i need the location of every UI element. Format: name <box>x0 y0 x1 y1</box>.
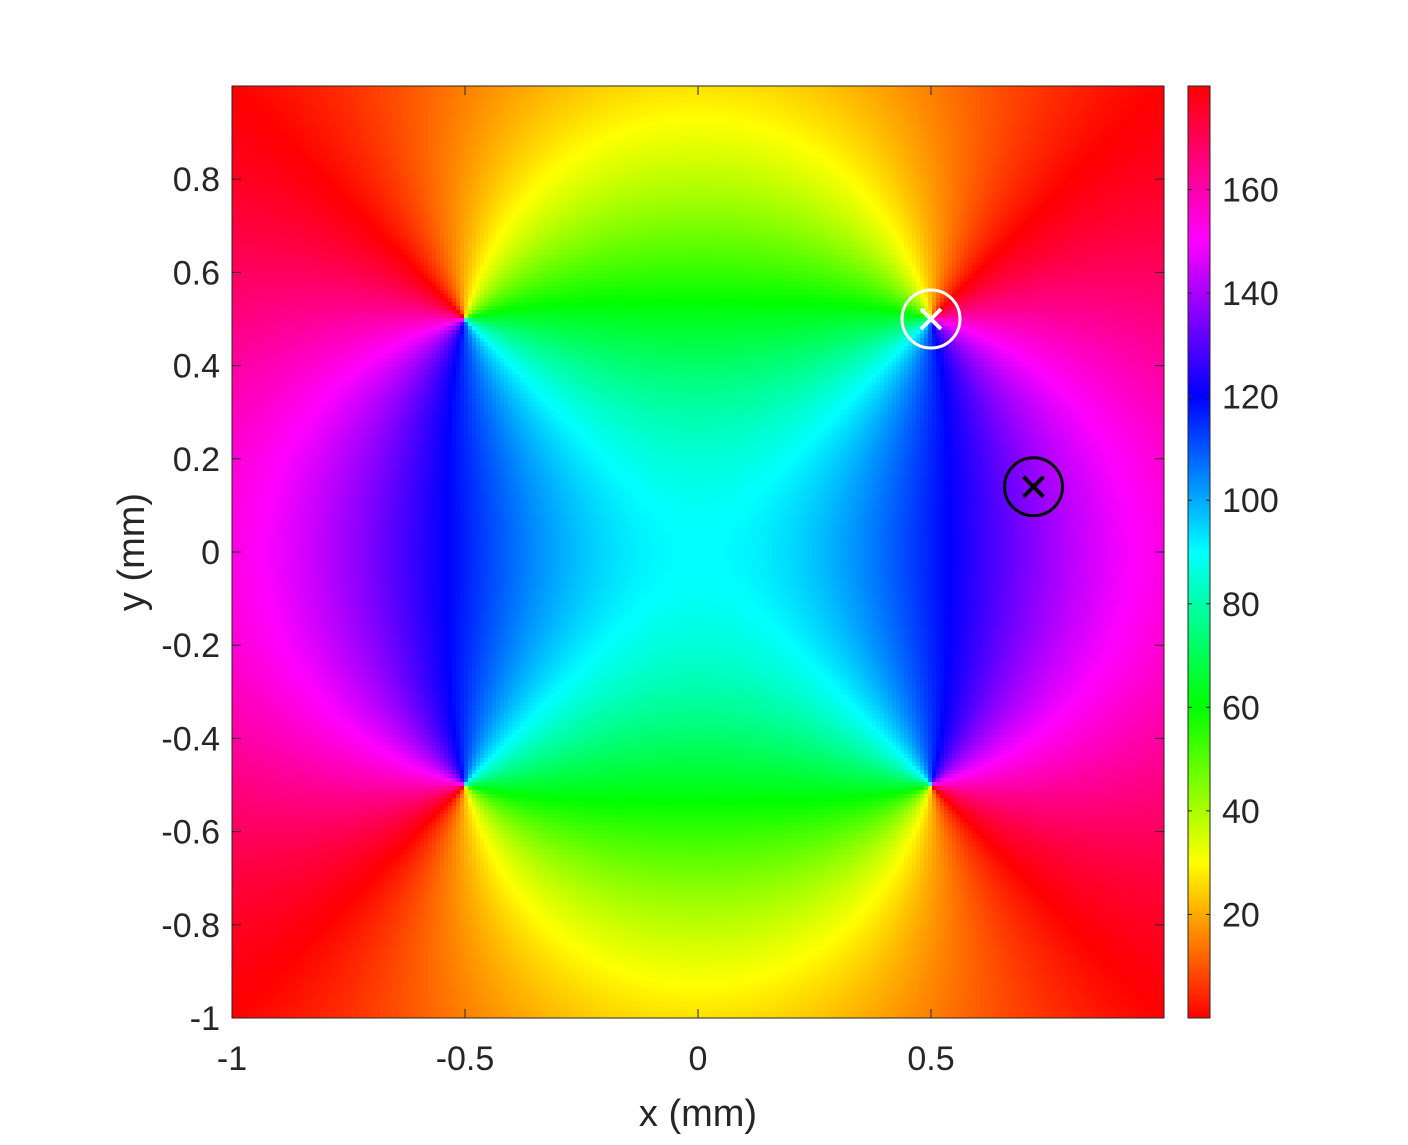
marker-cross-line <box>1022 475 1045 499</box>
x-tick-label: 0.5 <box>907 1040 954 1078</box>
colorbar-tick-label: 120 <box>1222 379 1279 417</box>
x-tick-label: -1 <box>217 1040 247 1078</box>
colorbar-axis: 20 40 60 80 100 120 140 160 <box>1188 172 1279 934</box>
y-tick-label: 0.8 <box>173 161 220 199</box>
heatmap-image <box>232 86 1164 1018</box>
colorbar-tick-label: 40 <box>1222 793 1260 831</box>
y-tick-label: 0.6 <box>173 254 220 292</box>
y-tick-label: -1 <box>190 1000 220 1038</box>
colorbar-gradient <box>1188 86 1210 1018</box>
x-axis-label: x (mm) <box>639 1093 757 1135</box>
y-tick-label: -0.2 <box>161 627 220 665</box>
marker-circle <box>900 288 962 350</box>
y-tick-label: -0.6 <box>161 814 220 852</box>
y-tick-label: -0.4 <box>161 720 220 758</box>
x-tick-label: -0.5 <box>436 1040 495 1078</box>
black-marker <box>1003 456 1065 518</box>
colorbar-tick-label: 80 <box>1222 586 1260 624</box>
y-tick-label: 0.4 <box>173 348 220 386</box>
colorbar-tick-label: 100 <box>1222 482 1279 520</box>
markers-layer <box>900 288 1065 518</box>
y-axis-label: y (mm) <box>111 493 153 611</box>
white-marker <box>900 288 962 350</box>
colorbar-tick-label: 140 <box>1222 275 1279 313</box>
marker-circle <box>1003 456 1065 518</box>
x-axis: -1 -0.5 0 0.5 <box>217 86 955 1078</box>
colorbar-frame <box>1187 85 1211 1019</box>
y-tick-label: 0.2 <box>173 441 220 479</box>
y-tick-label: 0 <box>201 534 220 572</box>
colorbar-tick-label: 20 <box>1222 896 1260 934</box>
marker-cross-line <box>919 307 943 331</box>
colorbar-tick-label: 160 <box>1222 172 1279 210</box>
x-tick-label: 0 <box>689 1040 708 1078</box>
plot-frame <box>231 85 1165 1019</box>
colorbar-tick-label: 60 <box>1222 689 1260 727</box>
y-tick-label: -0.8 <box>161 907 220 945</box>
y-axis: -1 -0.8 -0.6 -0.4 -0.2 0 0.2 0.4 0.6 0.8 <box>161 161 1164 1038</box>
